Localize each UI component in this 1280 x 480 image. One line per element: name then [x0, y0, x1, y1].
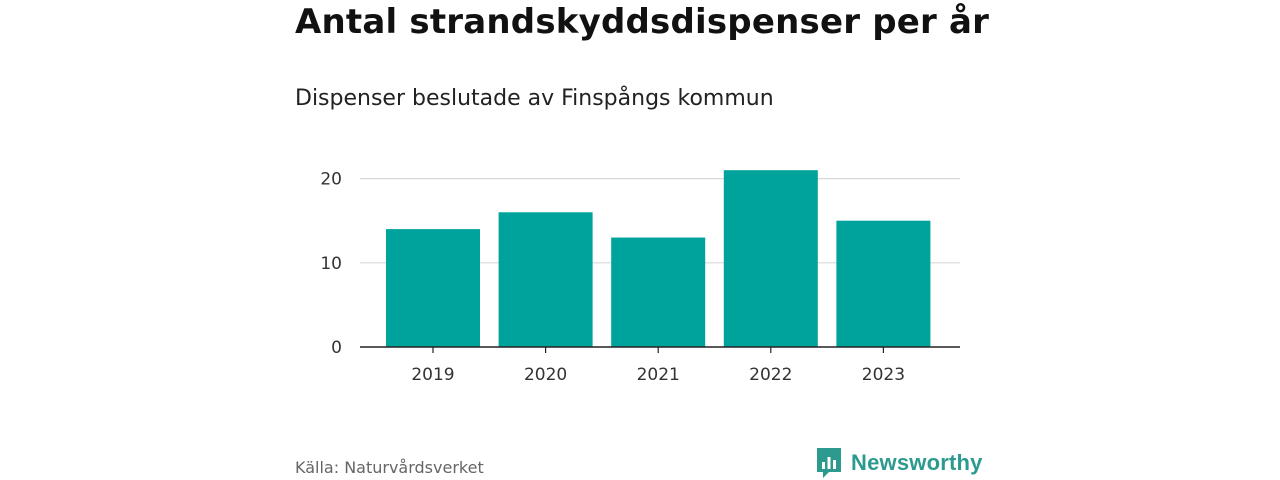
y-tick-label-0: 0 [331, 338, 342, 358]
bar-chart: 0 10 20 2019 2020 2021 2022 2023 [320, 170, 960, 385]
newsworthy-logo: Newsworthy [815, 446, 983, 480]
axes: 0 10 20 2019 2020 2021 2022 2023 [320, 170, 960, 385]
x-tick-label-2019: 2019 [411, 365, 454, 385]
bar-2022 [723, 170, 818, 347]
chart-title: Antal strandskyddsdispenser per år [295, 2, 990, 42]
chart-bubble-icon [817, 448, 841, 478]
x-tick-label-2023: 2023 [862, 365, 905, 385]
x-tick-label-2021: 2021 [637, 365, 680, 385]
x-tick-label-2022: 2022 [749, 365, 792, 385]
bars [386, 170, 931, 347]
bar-2019 [386, 229, 480, 347]
chart-subtitle: Dispenser beslutade av Finspångs kommun [295, 86, 774, 111]
y-tick-label-20: 20 [320, 170, 342, 190]
brand-name: Newsworthy [851, 450, 983, 475]
y-tick-label-10: 10 [320, 254, 342, 274]
bar-2021 [611, 237, 706, 347]
source-note: Källa: Naturvårdsverket [295, 458, 484, 477]
bar-2020 [498, 212, 593, 347]
bar-2023 [836, 220, 931, 347]
x-tick-label-2020: 2020 [524, 365, 567, 385]
